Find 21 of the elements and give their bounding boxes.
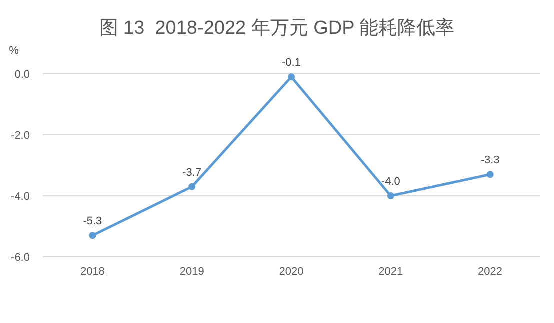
point bbox=[89, 232, 96, 240]
data-label: -5.3 bbox=[83, 216, 102, 228]
data-label: -4.0 bbox=[381, 176, 400, 188]
y-tick-label: -6.0 bbox=[11, 252, 30, 264]
y-tick-label: 0.0 bbox=[14, 69, 30, 81]
x-tick-label: 2018 bbox=[80, 266, 105, 278]
point bbox=[387, 192, 394, 200]
x-tick-label: 2020 bbox=[279, 266, 304, 278]
data-label: -3.7 bbox=[182, 166, 202, 179]
point bbox=[486, 171, 494, 178]
y-axis-title: % bbox=[9, 45, 20, 57]
data-label: -0.1 bbox=[282, 57, 301, 70]
x-tick-label: 2019 bbox=[180, 266, 204, 278]
chart-title: 图 13 2018-2022 年万元 GDP 能耗降低率 bbox=[99, 17, 455, 39]
x-tick-label: 2021 bbox=[378, 266, 404, 278]
point bbox=[288, 74, 295, 81]
y-tick-label: -4.0 bbox=[11, 191, 30, 203]
y-tick-label: -2.0 bbox=[11, 130, 30, 142]
x-tick-label: 2022 bbox=[478, 266, 503, 278]
data-label: -3.3 bbox=[480, 154, 500, 167]
point bbox=[188, 183, 196, 190]
